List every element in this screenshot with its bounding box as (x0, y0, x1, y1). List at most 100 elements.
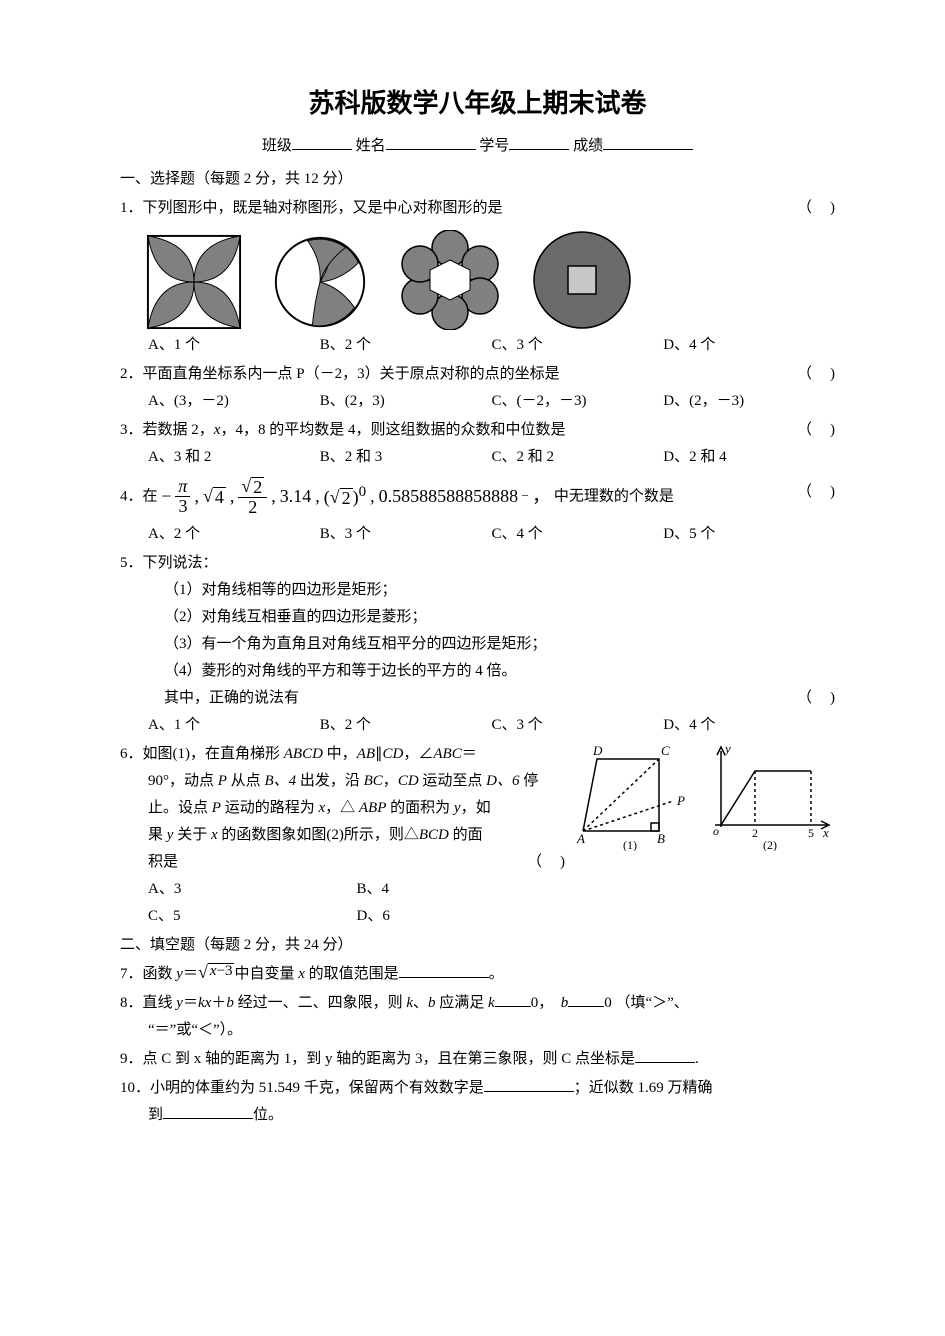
q5-s1: （1）对角线相等的四边形是矩形； (120, 577, 835, 604)
q2-opt-c[interactable]: C、(－2，－3) (492, 388, 664, 415)
header-fields: 班级 姓名 学号 成绩 (120, 133, 835, 160)
q9-blank[interactable] (635, 1047, 695, 1063)
blank-class[interactable] (292, 134, 352, 150)
q6-comma: ， (403, 746, 418, 762)
q6-B1: B、4 (264, 773, 296, 789)
q9-text: 9．点 C 到 x 轴的距离为 1，到 y 轴的距离为 3，且在第三象限，则 C… (120, 1051, 635, 1067)
q4: 4．在 − π 3 , √4 , √2 2 , 3.14 , (√2)0 , 0… (120, 473, 835, 521)
q4-answer-paren[interactable]: （ (797, 473, 835, 512)
lbl-A: A (576, 831, 585, 846)
blank-id[interactable] (509, 134, 569, 150)
q10-blank-2[interactable] (163, 1103, 253, 1119)
q9: 9．点 C 到 x 轴的距离为 1，到 y 轴的距离为 3，且在第三象限，则 C… (120, 1046, 835, 1073)
q10-blank-1[interactable] (484, 1076, 574, 1092)
q6-line5: 积是 （ (120, 849, 565, 876)
q6-l4c: 的函数图象如图(2)所示，则△ (218, 827, 419, 843)
q5-answer-paren[interactable]: （ (797, 685, 835, 712)
q3: 3．若数据 2，x，4，8 的平均数是 4，则这组数据的众数和中位数是 （ (120, 417, 835, 444)
q5-opt-d[interactable]: D、4 个 (663, 712, 835, 739)
q4-opt-d[interactable]: D、5 个 (663, 521, 835, 548)
q3-opt-a[interactable]: A、3 和 2 (148, 444, 320, 471)
q6-answer-paren[interactable]: （ (527, 849, 565, 876)
lbl-B: B (657, 831, 665, 846)
q7-eq: ＝ (183, 966, 198, 982)
q6-opt-c[interactable]: C、5 (148, 903, 357, 930)
q6-l2a: 90°，动点 (148, 773, 218, 789)
blank-score[interactable] (603, 134, 693, 150)
q8-zero2: 0 （填“＞”、 (604, 995, 689, 1011)
q5-s4: （4）菱形的对角线的平方和等于边长的平方的 4 倍。 (120, 658, 835, 685)
q8-k2: k (406, 995, 413, 1011)
q6-options: A、3 B、4 C、5 D、6 (120, 876, 565, 930)
q7-blank[interactable] (399, 962, 489, 978)
q7-x2: x (298, 966, 305, 982)
q6-l2b: 从点 (227, 773, 265, 789)
q7-m3: −3 (217, 963, 233, 979)
q6-figures: D C P A B (1) y o 2 5 x (2) (573, 739, 835, 851)
label-score: 成绩 (573, 138, 603, 154)
q3-answer-paren[interactable]: （ (797, 417, 835, 444)
q1-answer-paren[interactable]: （ (797, 195, 835, 222)
q3-stem-b: ，4，8 的平均数是 4，则这组数据的众数和中位数是 (220, 422, 565, 438)
q5-opt-b[interactable]: B、2 个 (320, 712, 492, 739)
two-b: 2 (245, 498, 260, 517)
q4-opt-b[interactable]: B、3 个 (320, 521, 492, 548)
q10-a: 10．小明的体重约为 51.549 千克，保留两个有效数字是 (120, 1080, 484, 1096)
q1-fig-b (272, 234, 368, 330)
q5-options: A、1 个 B、2 个 C、3 个 D、4 个 (120, 712, 835, 739)
q1-figures (120, 230, 835, 330)
q8-eq: ＝ (183, 995, 198, 1011)
q3-opt-b[interactable]: B、2 和 3 (320, 444, 492, 471)
q6-line4: 果 y 关于 x 的函数图象如图(2)所示，则△BCD 的面 (120, 822, 565, 849)
q6: 6．如图(1)，在直角梯形 ABCD 中，AB∥CD，∠ABC＝ 90°，动点 … (120, 739, 835, 930)
two-a: 2 (251, 477, 264, 497)
q8-a: 8．直线 (120, 995, 176, 1011)
sup-zero: 0 (359, 484, 367, 500)
q2-stem: 2．平面直角坐标系内一点 P（－2，3）关于原点对称的点的坐标是 (120, 366, 560, 382)
q8-mid: 经过一、二、四象限，则 (234, 995, 407, 1011)
q6-l1b: 中， (323, 746, 357, 762)
q5-opt-c[interactable]: C、3 个 (492, 712, 664, 739)
q6-line1: 6．如图(1)，在直角梯形 ABCD 中，AB∥CD，∠ABC＝ (120, 741, 565, 768)
q1-opt-a[interactable]: A、1 个 (148, 332, 320, 359)
q8-b: b (226, 995, 234, 1011)
q8-blank-1[interactable] (495, 991, 531, 1007)
blank-name[interactable] (386, 134, 476, 150)
q6-fig-2: y o 2 5 x (2) (705, 741, 835, 851)
q2-opt-a[interactable]: A、(3，－2) (148, 388, 320, 415)
tick-2: 2 (752, 826, 758, 840)
q1-opt-b[interactable]: B、2 个 (320, 332, 492, 359)
q6-opt-a[interactable]: A、3 (148, 876, 357, 903)
q4-opt-c[interactable]: C、4 个 (492, 521, 664, 548)
q6-opt-b[interactable]: B、4 (357, 876, 566, 903)
frac-sqrt2-2: √2 2 (238, 477, 267, 517)
q6-l2f: 停 (520, 773, 539, 789)
q6-cd: CD (383, 746, 404, 762)
q3-opt-d[interactable]: D、2 和 4 (663, 444, 835, 471)
q5-opt-a[interactable]: A、1 个 (148, 712, 320, 739)
q1-opt-d[interactable]: D、4 个 (663, 332, 835, 359)
q8-blank-2[interactable] (568, 991, 604, 1007)
q1: 1．下列图形中，既是轴对称图形，又是中心对称图形的是 （ (120, 195, 835, 222)
q6-opt-d[interactable]: D、6 (357, 903, 566, 930)
q4-math: − π 3 , √4 , √2 2 , 3.14 , (√2)0 , 0.585… (161, 473, 550, 521)
label-id: 学号 (479, 138, 509, 154)
label-class: 班级 (262, 138, 292, 154)
q5-s5-text: 其中，正确的说法有 (164, 690, 299, 706)
q5-stem: 5．下列说法： (120, 550, 835, 577)
q3-opt-c[interactable]: C、2 和 2 (492, 444, 664, 471)
q2-opt-b[interactable]: B、(2，3) (320, 388, 492, 415)
q2-opt-d[interactable]: D、(2，－3) (663, 388, 835, 415)
minus-sign: − (161, 473, 171, 520)
q4-opt-a[interactable]: A、2 个 (148, 521, 320, 548)
q7-x1: x (210, 963, 217, 979)
q7-y: y (176, 966, 183, 982)
page-title: 苏科版数学八年级上期末试卷 (120, 80, 835, 127)
two-c: 2 (340, 488, 353, 508)
section-1-heading: 一、选择题（每题 2 分，共 12 分） (120, 166, 835, 193)
q10: 10．小明的体重约为 51.549 千克，保留两个有效数字是；近似数 1.69 … (120, 1075, 835, 1102)
q6-cd2: CD (398, 773, 419, 789)
q2-answer-paren[interactable]: （ (797, 361, 835, 388)
q1-opt-c[interactable]: C、3 个 (492, 332, 664, 359)
long-decimal: 0.58588588858888 (379, 473, 519, 520)
